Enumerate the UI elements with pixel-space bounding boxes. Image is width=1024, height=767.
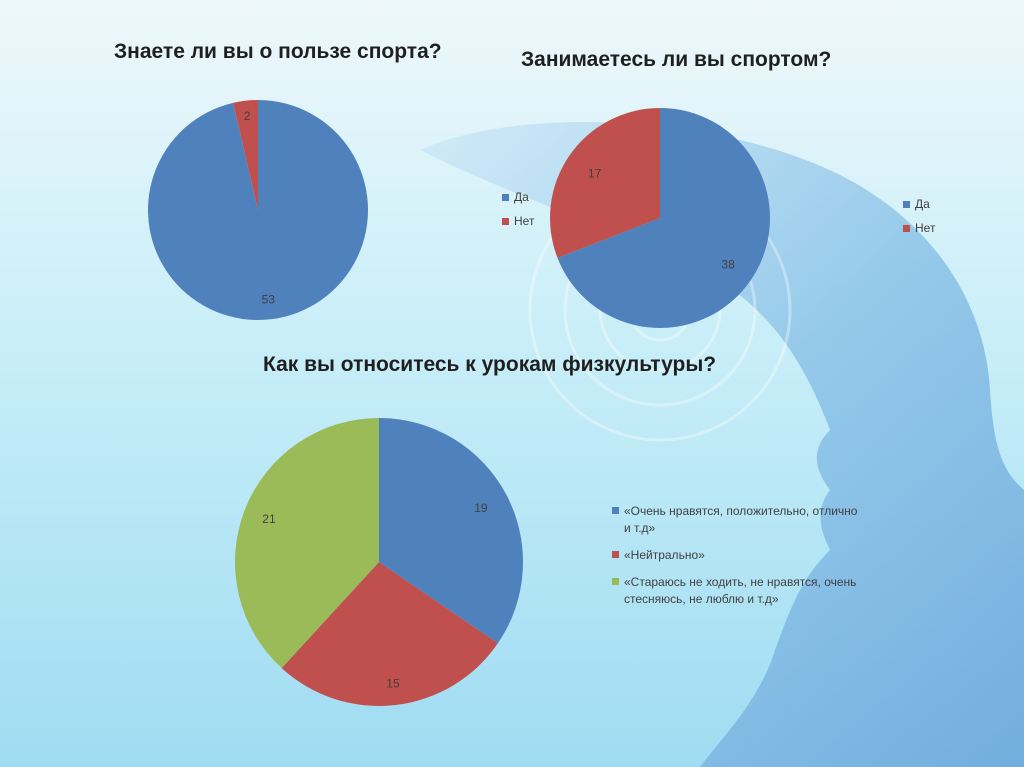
legend-pe: «Очень нравятся, положительно, отлично и… — [612, 503, 862, 618]
pie-slice-0 — [379, 418, 524, 644]
legend-label-yes: Да — [514, 190, 529, 204]
legend-label-dislike: «Стараюсь не ходить, не нравятся, очень … — [624, 575, 857, 606]
pie-slice-1 — [233, 100, 258, 210]
legend-item-no: Нет — [903, 221, 935, 235]
legend-item-no: Нет — [502, 214, 534, 228]
legend-swatch-red — [903, 225, 910, 232]
legend-item-dislike: «Стараюсь не ходить, не нравятся, очень … — [612, 574, 862, 608]
legend-middle: Да Нет — [502, 190, 534, 238]
legend-item-yes: Да — [903, 197, 935, 211]
chart3-title: Как вы относитесь к урокам физкультуры? — [263, 353, 717, 376]
pie-slice-1 — [281, 562, 498, 706]
legend-swatch-blue — [502, 194, 509, 201]
data-label-1: 15 — [386, 677, 400, 691]
pie-slice-1 — [550, 108, 660, 258]
legend-label-yes: Да — [915, 197, 930, 211]
legend-swatch-green — [612, 578, 619, 585]
data-label-0: 38 — [721, 258, 735, 272]
legend-right: Да Нет — [903, 197, 935, 245]
pie-slice-0 — [557, 108, 770, 328]
legend-swatch-blue — [612, 507, 619, 514]
head-silhouette — [420, 122, 1024, 767]
pie-slice-2 — [235, 418, 379, 669]
data-label-0: 19 — [474, 501, 488, 515]
data-label-2: 21 — [262, 512, 276, 526]
legend-swatch-blue — [903, 201, 910, 208]
legend-label-like: «Очень нравятся, положительно, отлично и… — [624, 504, 858, 535]
legend-swatch-red — [502, 218, 509, 225]
legend-label-no: Нет — [514, 214, 535, 228]
data-label-0: 53 — [262, 293, 276, 307]
legend-label-no: Нет — [915, 221, 936, 235]
chart1-title: Знаете ли вы о пользе спорта? — [114, 40, 442, 63]
legend-item-yes: Да — [502, 190, 534, 204]
legend-item-neutral: «Нейтрально» — [612, 547, 862, 564]
legend-swatch-red — [612, 551, 619, 558]
legend-item-like: «Очень нравятся, положительно, отлично и… — [612, 503, 862, 537]
data-label-1: 17 — [588, 166, 602, 180]
data-label-1: 2 — [244, 109, 251, 123]
legend-label-neutral: «Нейтрально» — [624, 548, 705, 562]
chart2-title: Занимаетесь ли вы спортом? — [521, 48, 832, 71]
